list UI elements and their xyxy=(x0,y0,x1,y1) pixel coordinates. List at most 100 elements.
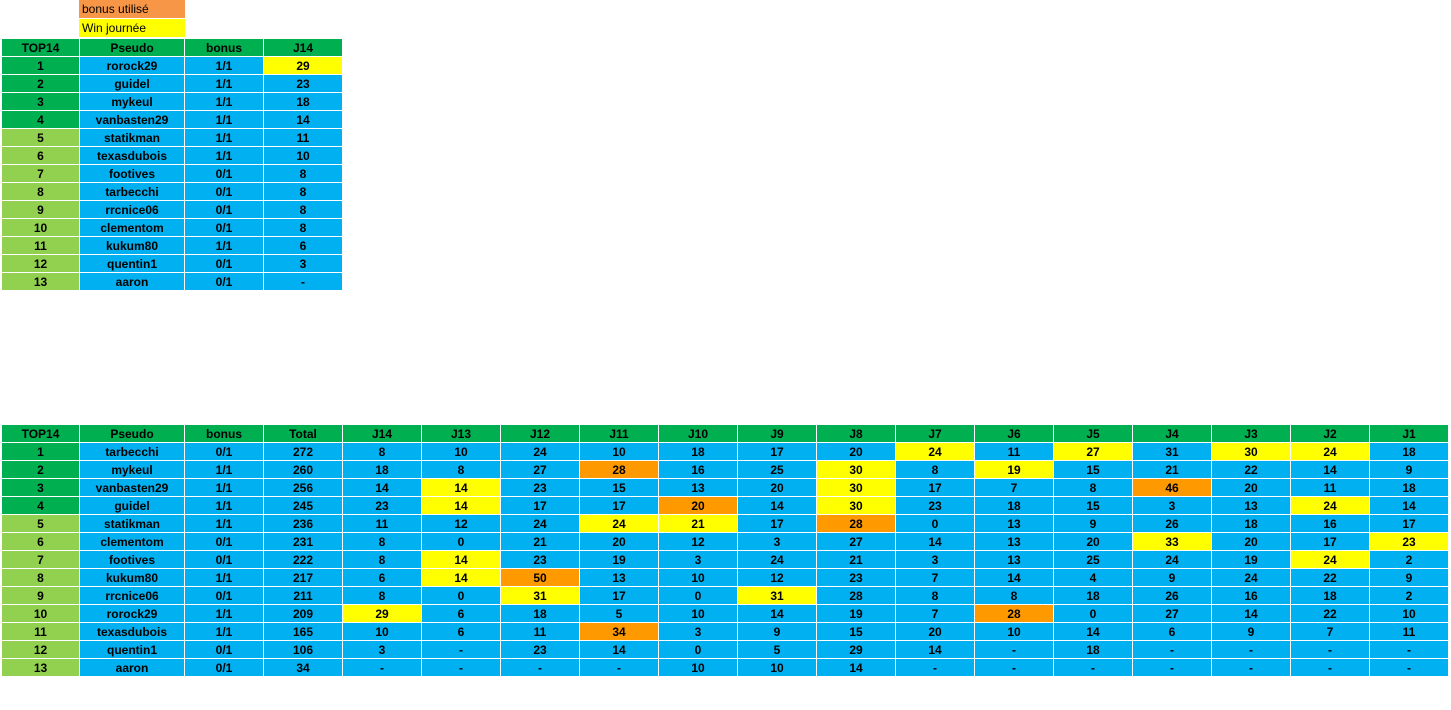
table-row: 12 quentin1 0/1 3 xyxy=(1,254,343,273)
score-cell-j14: 8 xyxy=(342,532,422,551)
score-cell-j5: 0 xyxy=(1053,604,1133,623)
score-cell-j13: 14 xyxy=(421,550,501,569)
header-j14: J14 xyxy=(263,38,343,57)
score-cell-j10: 3 xyxy=(658,550,738,569)
score-cell-j9: 5 xyxy=(737,640,817,659)
bonus-cell: 1/1 xyxy=(184,496,264,515)
score-cell-j5: 20 xyxy=(1053,532,1133,551)
score-cell-j12: 23 xyxy=(500,550,580,569)
header-bonus: bonus xyxy=(184,38,264,57)
table-row: 1 rorock29 1/1 29 xyxy=(1,56,343,75)
pseudo-cell: rorock29 xyxy=(79,604,185,623)
score-cell-j12: 27 xyxy=(500,460,580,479)
score-cell-j11: 5 xyxy=(579,604,659,623)
score-cell-j14: 29 xyxy=(263,56,343,75)
score-cell-j10: 18 xyxy=(658,442,738,461)
bonus-cell: 1/1 xyxy=(184,514,264,533)
header-bonus: bonus xyxy=(184,424,264,443)
score-cell-j2: 24 xyxy=(1290,550,1370,569)
score-cell-j6: 19 xyxy=(974,460,1054,479)
score-cell-j14: 6 xyxy=(342,568,422,587)
score-cell-j14: - xyxy=(263,272,343,291)
score-cell-j10: 10 xyxy=(658,604,738,623)
score-cell-j1: 18 xyxy=(1369,442,1449,461)
rank-cell: 3 xyxy=(1,478,80,497)
table-row: 13 aaron 0/1- xyxy=(1,272,343,291)
score-cell-j12: 50 xyxy=(500,568,580,587)
score-cell-j1: - xyxy=(1369,658,1449,677)
rank-cell: 13 xyxy=(1,272,80,291)
score-cell-j5: - xyxy=(1053,658,1133,677)
score-cell-j1: 18 xyxy=(1369,478,1449,497)
score-cell-j12: 17 xyxy=(500,496,580,515)
table-row: 10 clementom 0/1 8 xyxy=(1,218,343,237)
score-cell-j14: 8 xyxy=(263,200,343,219)
score-cell-j2: 24 xyxy=(1290,496,1370,515)
pseudo-cell: quentin1 xyxy=(79,640,185,659)
rank-cell: 2 xyxy=(1,460,80,479)
top-ranking-table: TOP14 Pseudo bonus J14 1 rorock29 1/1 29 2 gu… xyxy=(1,38,343,291)
pseudo-cell: rrcnice06 xyxy=(79,586,185,605)
score-cell-j13: 6 xyxy=(421,604,501,623)
score-cell-j14: 8 xyxy=(342,442,422,461)
pseudo-cell: tarbecchi xyxy=(79,442,185,461)
main-table-header-row: TOP14 Pseudo bonus Total J14 J13 J12 J11 J10 J9 J8… xyxy=(1,424,1449,443)
total-cell: 231 xyxy=(263,532,343,551)
score-cell-j9: 20 xyxy=(737,478,817,497)
score-cell-j10: 10 xyxy=(658,568,738,587)
score-cell-j10: 20 xyxy=(658,496,738,515)
table-row: 10 rorock29 1/1 209 29 6 18 5 10 14 19 7 28 0 27 14 22 10 xyxy=(1,604,1449,623)
score-cell-j6: - xyxy=(974,640,1054,659)
header-j2: J2 xyxy=(1290,424,1370,443)
score-cell-j2: 14 xyxy=(1290,460,1370,479)
score-cell-j1: 14 xyxy=(1369,496,1449,515)
score-cell-j14: 3 xyxy=(342,640,422,659)
score-cell-j3: 20 xyxy=(1211,478,1291,497)
bonus-cell: 1/1 xyxy=(184,128,264,147)
score-cell-j3: - xyxy=(1211,640,1291,659)
score-cell-j9: 31 xyxy=(737,586,817,605)
score-cell-j12: 23 xyxy=(500,478,580,497)
bonus-cell: 1/1 xyxy=(184,604,264,623)
score-cell-j4: 27 xyxy=(1132,604,1212,623)
score-cell-j2: 18 xyxy=(1290,586,1370,605)
score-cell-j6: 28 xyxy=(974,604,1054,623)
table-row: 4 vanbasten29 1/1 14 xyxy=(1,110,343,129)
table-row: 7 footives 0/1 8 xyxy=(1,164,343,183)
score-cell-j10: 0 xyxy=(658,586,738,605)
score-cell-j11: 24 xyxy=(579,514,659,533)
score-cell-j11: 19 xyxy=(579,550,659,569)
total-cell: 209 xyxy=(263,604,343,623)
pseudo-cell: statikman xyxy=(79,128,185,147)
legend-day-win: Win journée xyxy=(79,19,185,37)
score-cell-j1: 10 xyxy=(1369,604,1449,623)
score-cell-j8: 15 xyxy=(816,622,896,641)
score-cell-j14: 3 xyxy=(263,254,343,273)
score-cell-j8: 30 xyxy=(816,496,896,515)
score-cell-j10: 21 xyxy=(658,514,738,533)
pseudo-cell: rorock29 xyxy=(79,56,185,75)
bonus-cell: 1/1 xyxy=(184,56,264,75)
score-cell-j11: 20 xyxy=(579,532,659,551)
score-cell-j14: 10 xyxy=(342,622,422,641)
header-top14: TOP14 xyxy=(1,424,80,443)
score-cell-j7: 17 xyxy=(895,478,975,497)
total-cell: 222 xyxy=(263,550,343,569)
score-cell-j12: 21 xyxy=(500,532,580,551)
score-cell-j3: 14 xyxy=(1211,604,1291,623)
score-cell-j4: 46 xyxy=(1132,478,1212,497)
rank-cell: 7 xyxy=(1,550,80,569)
bonus-cell: 1/1 xyxy=(184,74,264,93)
score-cell-j1: 9 xyxy=(1369,460,1449,479)
score-cell-j8: 21 xyxy=(816,550,896,569)
score-cell-j5: 14 xyxy=(1053,622,1133,641)
rank-cell: 2 xyxy=(1,74,80,93)
score-cell-j8: 20 xyxy=(816,442,896,461)
total-cell: 256 xyxy=(263,478,343,497)
score-cell-j6: 13 xyxy=(974,532,1054,551)
total-cell: 106 xyxy=(263,640,343,659)
score-cell-j12: 11 xyxy=(500,622,580,641)
score-cell-j14: 18 xyxy=(263,92,343,111)
score-cell-j2: 24 xyxy=(1290,442,1370,461)
bonus-cell: 0/1 xyxy=(184,182,264,201)
